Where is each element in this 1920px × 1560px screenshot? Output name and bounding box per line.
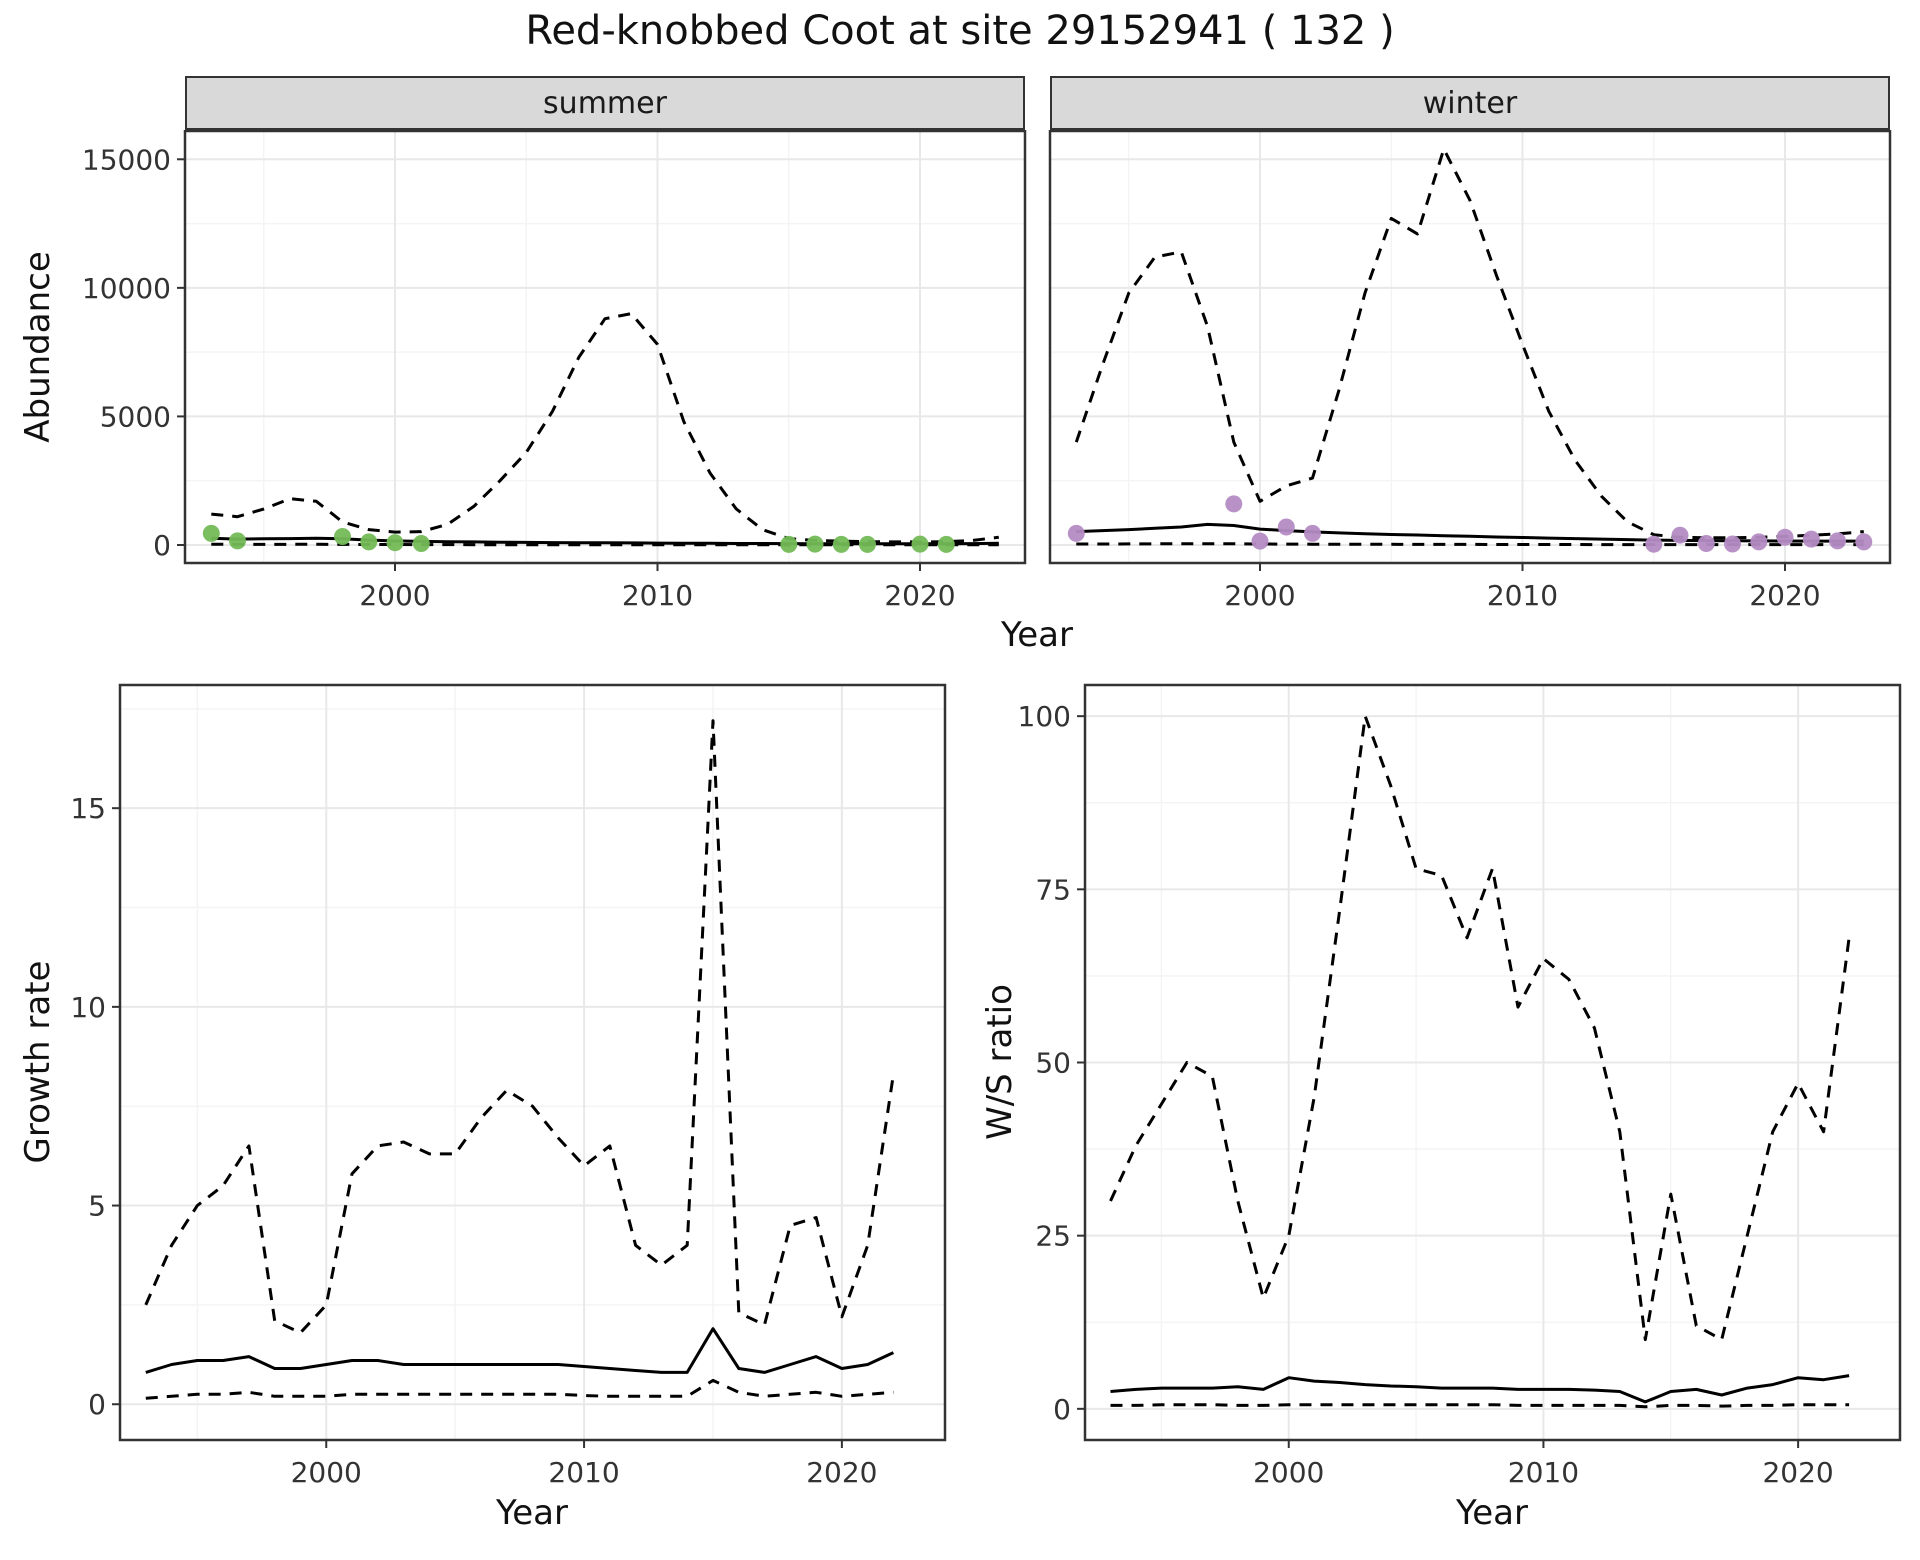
winter-abundance-chart: 2000 2010 2020	[1048, 130, 1892, 612]
svg-text:15000: 15000	[82, 143, 171, 176]
svg-text:2000: 2000	[359, 579, 430, 612]
svg-text:2010: 2010	[548, 1456, 619, 1489]
svg-text:2000: 2000	[291, 1456, 362, 1489]
svg-text:2020: 2020	[884, 579, 955, 612]
svg-text:50: 50	[1035, 1047, 1071, 1080]
svg-text:10: 10	[70, 991, 106, 1024]
facet-strip-summer: summer	[185, 76, 1025, 130]
svg-text:2000: 2000	[1253, 1456, 1324, 1489]
growth-x-axis-label: Year	[496, 1493, 568, 1533]
svg-text:0: 0	[88, 1388, 106, 1421]
ws-ratio-chart: 2000 2010 2020 0 25 50 75 100	[1018, 683, 1902, 1489]
svg-text:2020: 2020	[1762, 1456, 1833, 1489]
svg-text:2000: 2000	[1224, 579, 1295, 612]
svg-text:25: 25	[1035, 1220, 1071, 1253]
svg-text:5000: 5000	[100, 400, 171, 433]
svg-text:2020: 2020	[1749, 579, 1820, 612]
ws-x-axis-label: Year	[1456, 1493, 1528, 1533]
figure-title: Red-knobbed Coot at site 29152941 ( 132 …	[525, 8, 1395, 54]
svg-text:5: 5	[88, 1190, 106, 1223]
svg-text:0: 0	[1053, 1393, 1071, 1426]
svg-text:75: 75	[1035, 873, 1071, 906]
svg-text:2020: 2020	[806, 1456, 877, 1489]
svg-text:0: 0	[153, 529, 171, 562]
summer-abundance-chart: 2000 2010 2020 0 5000 10000 15000	[82, 130, 1027, 612]
svg-text:15: 15	[70, 792, 106, 825]
facet-strip-winter: winter	[1050, 76, 1890, 130]
top-x-axis-label: Year	[1001, 615, 1073, 655]
svg-text:10000: 10000	[82, 272, 171, 305]
svg-text:2010: 2010	[1508, 1456, 1579, 1489]
growth-rate-chart: 2000 2010 2020 0 5 10 15	[70, 683, 947, 1489]
svg-text:2010: 2010	[622, 579, 693, 612]
svg-text:100: 100	[1018, 700, 1071, 733]
abundance-axis-label: Abundance	[18, 251, 58, 443]
svg-text:2010: 2010	[1487, 579, 1558, 612]
